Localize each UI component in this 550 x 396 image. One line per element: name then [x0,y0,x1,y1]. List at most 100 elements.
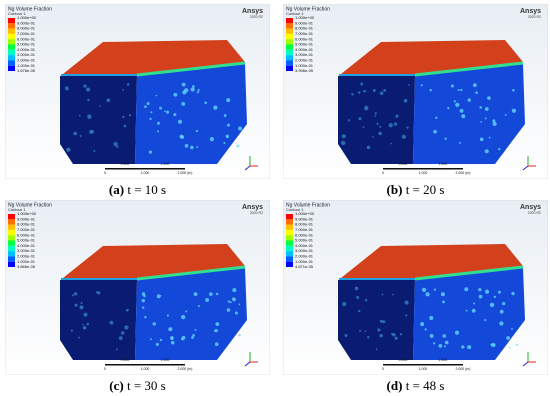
bubble [492,119,496,123]
bubble [461,114,466,119]
bubble [197,88,200,91]
bubble [442,334,446,338]
bubble [168,327,173,332]
bubble [511,327,513,330]
scale-label: 1.500 [161,358,170,362]
bubble [421,287,427,292]
scale-label: 1.000 [141,367,150,371]
bubble [367,336,370,339]
caption-label: (c) [109,378,124,393]
colorbar-swatch [8,18,15,24]
bubble [508,347,511,349]
bubble [116,348,118,351]
bubble [342,302,347,307]
bubble [480,120,483,123]
bubble [472,83,477,88]
colorbar-swatch [8,219,15,225]
legend-min-label: 3.996e-05 [295,68,314,73]
bubble [471,308,476,313]
scale-label: 1.500 [439,358,448,362]
bubble [388,123,393,128]
legend-label: 9.000e-01 [295,20,314,25]
bubble [232,297,236,302]
version: 2020 R2 [528,15,541,19]
bubble [214,342,219,347]
right-face [413,268,525,360]
bubble [408,84,410,86]
colorbar-swatch [286,23,293,29]
bubble [141,292,146,296]
bubble [375,348,378,351]
bubble [238,303,241,306]
contour-name: Contour 1 [8,207,26,212]
colorbar-swatch [8,251,15,257]
bubble [420,84,423,87]
bubble [464,287,469,292]
legend-label: 2.000e-01 [17,57,36,62]
legend-label: 1.000e+00 [17,15,37,20]
colorbar-swatch [286,245,293,252]
contour-name: Contour 1 [8,11,26,16]
bubble [181,315,186,320]
bubble [124,325,129,330]
colorbar-swatch [286,60,293,66]
bubble [227,300,230,303]
bubble [190,87,195,92]
left-face [60,280,137,360]
scale-label: 1.000 [141,171,150,175]
bubble [374,115,376,117]
legend-min-label: 1.676e-05 [17,68,36,73]
bubble [489,302,495,308]
bubble [461,345,465,349]
bubble [191,336,194,339]
bubble [64,86,69,91]
bubble [79,135,82,137]
legend-label: 7.000e-01 [295,227,314,232]
bubble [109,320,114,325]
bubble [122,115,125,119]
bubble [498,148,501,151]
bubble [467,345,472,350]
scale-label: 2.000 (m) [178,171,193,175]
bubble [492,121,497,126]
brand: Ansys [242,8,263,15]
colorbar-swatch [8,33,15,40]
legend-label: 6.000e-01 [295,232,314,237]
bubble [399,333,403,336]
bubble [192,334,195,337]
bubble [406,126,409,129]
bubble [128,114,132,117]
bubble [475,91,478,95]
bubble [506,336,510,340]
bubble [123,124,127,128]
bubble [159,338,163,342]
bubble [73,131,77,136]
bubble [424,328,427,331]
bubble [214,329,217,332]
caption: (c) t = 30 s [5,378,270,394]
bubble [181,82,186,87]
legend-label: 6.000e-01 [295,36,314,41]
bubble [359,329,362,332]
contour-name: Contour 1 [286,207,304,212]
colorbar-swatch [286,39,293,45]
bubble [164,110,166,113]
colorbar-swatch [286,33,293,40]
bubble [93,149,96,152]
legend-min-label: 3.866e-05 [17,264,36,269]
contour-name: Contour 1 [286,11,304,16]
bubble [372,88,376,92]
bubble [488,136,491,139]
bubble [390,142,392,145]
colorbar-swatch [8,214,15,220]
top-face [341,244,523,278]
caption-text: t = 48 s [405,378,445,393]
bubble [372,136,374,138]
bubble [433,288,437,291]
bubble [170,336,174,341]
bubble [232,288,237,293]
bubble [78,114,81,117]
bubble [72,294,75,297]
